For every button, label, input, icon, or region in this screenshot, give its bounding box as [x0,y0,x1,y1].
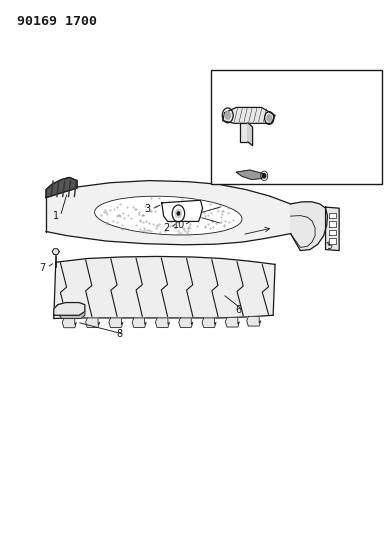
Circle shape [263,174,266,178]
Polygon shape [236,170,265,180]
Polygon shape [46,177,77,198]
Polygon shape [54,256,275,318]
Polygon shape [248,123,253,146]
Text: 1: 1 [53,211,59,221]
Circle shape [175,209,181,217]
Circle shape [225,112,230,119]
Polygon shape [62,318,76,328]
Circle shape [267,115,272,121]
Circle shape [177,212,179,215]
Text: 9: 9 [326,241,332,252]
Polygon shape [202,318,216,327]
Text: 4: 4 [328,141,334,151]
Ellipse shape [95,196,242,235]
Polygon shape [225,318,239,327]
Polygon shape [52,249,59,255]
Text: 2: 2 [163,223,170,233]
Polygon shape [240,123,248,142]
Polygon shape [326,207,339,251]
Polygon shape [109,318,123,327]
Polygon shape [179,318,193,327]
Text: 5: 5 [324,171,330,180]
Polygon shape [132,318,146,327]
Polygon shape [329,238,336,244]
Text: 8: 8 [117,329,123,340]
Polygon shape [291,202,328,251]
Polygon shape [223,108,275,123]
Text: 6: 6 [235,305,241,315]
Polygon shape [156,318,169,327]
Text: 10: 10 [173,220,185,230]
Polygon shape [329,230,336,235]
Polygon shape [247,317,261,326]
Text: 3: 3 [144,204,150,214]
Polygon shape [46,181,291,245]
Polygon shape [329,221,336,227]
Text: 90169 1700: 90169 1700 [17,14,97,28]
Bar [211,70,382,184]
Polygon shape [86,318,100,327]
Text: 7: 7 [39,263,45,272]
Polygon shape [58,307,85,318]
Polygon shape [329,213,336,218]
Polygon shape [162,200,203,221]
Polygon shape [54,303,85,316]
